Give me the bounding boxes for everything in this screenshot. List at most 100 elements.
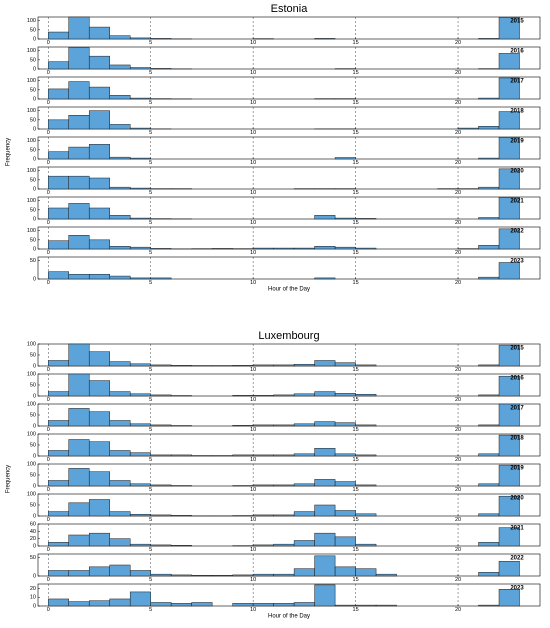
- y-tick-label: 0: [33, 573, 36, 579]
- bar: [47, 598, 69, 607]
- bar: [88, 55, 110, 70]
- bar: [88, 566, 110, 577]
- x-tick-label: 20: [455, 160, 461, 166]
- bar: [232, 365, 254, 367]
- bar: [129, 393, 151, 397]
- panel-label: 2021: [510, 526, 524, 532]
- panel-label: 2015: [510, 19, 524, 25]
- y-tick-label: 20: [30, 586, 36, 592]
- bar: [252, 454, 274, 457]
- bar: [355, 424, 377, 427]
- bar: [273, 514, 295, 517]
- x-tick-label: 5: [149, 130, 152, 136]
- bar: [314, 38, 336, 40]
- bar: [232, 603, 254, 607]
- bar: [109, 538, 131, 547]
- x-tick-label: 10: [250, 547, 256, 553]
- x-tick-label: 10: [250, 517, 256, 523]
- x-tick-label: 10: [250, 397, 256, 403]
- bar: [478, 245, 500, 250]
- x-tick-label: 0: [47, 70, 50, 76]
- bar: [293, 602, 315, 607]
- bar: [150, 544, 172, 547]
- x-tick-label: 5: [149, 427, 152, 433]
- bar: [355, 543, 377, 547]
- bar: [47, 511, 69, 517]
- bar: [88, 600, 110, 607]
- y-tick-label: 50: [30, 502, 36, 508]
- bar: [109, 598, 131, 607]
- x-tick-label: 5: [149, 457, 152, 463]
- y-tick-label: 50: [30, 352, 36, 358]
- x-tick-label: 0: [47, 250, 50, 256]
- bar: [47, 391, 69, 397]
- bar: [273, 573, 295, 577]
- panel-label: 2019: [510, 139, 524, 145]
- bar: [355, 513, 377, 517]
- bar: [211, 248, 233, 250]
- panel-frame: [37, 76, 541, 100]
- bar: [150, 514, 172, 517]
- bar: [314, 277, 336, 280]
- bar: [293, 453, 315, 457]
- y-tick-label: 100: [27, 371, 36, 377]
- bar: [273, 424, 295, 427]
- bar: [150, 364, 172, 367]
- y-tick-label: 100: [27, 48, 36, 54]
- y-tick-label: 50: [30, 258, 36, 264]
- bar: [273, 603, 295, 607]
- y-tick-label: 0: [33, 483, 36, 489]
- y-tick-label: 0: [33, 423, 36, 429]
- bar: [314, 504, 336, 517]
- bar: [47, 61, 69, 70]
- x-tick-label: 15: [353, 40, 359, 46]
- bar: [498, 464, 520, 487]
- bar: [170, 454, 192, 457]
- bar: [109, 564, 131, 577]
- bar: [478, 276, 500, 280]
- bar: [109, 95, 131, 100]
- bar: [47, 175, 69, 190]
- bar: [129, 423, 151, 427]
- bar: [334, 217, 356, 220]
- x-tick-label: 10: [250, 190, 256, 196]
- bar: [47, 570, 69, 577]
- bar: [355, 393, 377, 397]
- x-tick-label: 0: [47, 100, 50, 106]
- bar: [68, 468, 90, 487]
- y-tick-label: 100: [27, 198, 36, 204]
- x-tick-label: 15: [353, 250, 359, 256]
- bar: [211, 575, 233, 577]
- bar: [150, 394, 172, 397]
- bar: [129, 277, 151, 280]
- y-tick-label: 100: [27, 431, 36, 437]
- y-tick-label: 0: [33, 543, 36, 549]
- bar: [334, 157, 356, 160]
- y-tick-label: 0: [33, 363, 36, 369]
- y-tick-label: 0: [33, 453, 36, 459]
- bar: [68, 439, 90, 457]
- bar: [109, 124, 131, 130]
- bar: [88, 144, 110, 160]
- x-tick-label: 0: [47, 397, 50, 403]
- y-tick-label: 0: [33, 66, 36, 72]
- x-tick-label: 5: [149, 367, 152, 373]
- bar: [314, 391, 336, 397]
- bar: [129, 543, 151, 547]
- x-tick-label: 10: [250, 220, 256, 226]
- bar: [232, 395, 254, 397]
- bar: [252, 484, 274, 487]
- bar: [191, 575, 213, 577]
- bar: [109, 275, 131, 280]
- bar: [498, 168, 520, 190]
- bar: [47, 151, 69, 160]
- x-tick-label: 20: [455, 280, 461, 286]
- y-tick-label: 50: [30, 87, 36, 93]
- x-tick-label: 5: [149, 547, 152, 553]
- panel-frame: [37, 16, 541, 40]
- bar: [252, 247, 274, 250]
- x-tick-label: 10: [250, 367, 256, 373]
- y-tick-label: 100: [27, 228, 36, 234]
- x-tick-label: 0: [47, 280, 50, 286]
- y-tick-label: 50: [30, 147, 36, 153]
